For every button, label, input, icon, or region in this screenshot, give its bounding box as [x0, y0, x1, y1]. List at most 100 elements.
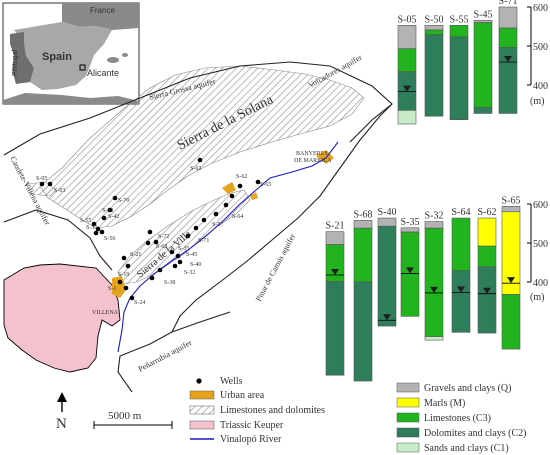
urban-villena — [112, 276, 126, 298]
well-label: S-24 — [134, 300, 145, 306]
well-label: S-64 — [232, 214, 243, 220]
column-label: S-71 — [499, 0, 518, 7]
column-label: S-62 — [478, 207, 497, 218]
well-label: S-05 — [36, 176, 47, 182]
well-point — [129, 295, 135, 301]
well-point — [169, 249, 175, 255]
well-point — [117, 279, 123, 285]
strat-legend-label: Limestones (C3) — [424, 413, 491, 424]
well-label: S-1 — [108, 286, 116, 292]
legend-limestone-swatch — [189, 405, 215, 415]
well-point — [213, 211, 219, 217]
vinalopo-river — [117, 141, 339, 353]
well-label: S-65 — [260, 182, 271, 188]
well-label: S-45 — [186, 252, 197, 258]
legend-river-label: Vinalopó River — [220, 434, 282, 445]
column-layer-dolomites — [473, 107, 493, 114]
well-label: S-71 — [198, 238, 209, 244]
well-point — [101, 215, 107, 221]
well-point — [193, 225, 199, 231]
well-point — [185, 233, 191, 239]
well-label: S-35 — [178, 246, 189, 252]
column-layer-dolomites — [353, 281, 373, 382]
strat-legend-swatch — [396, 397, 420, 408]
well-label: S-62 — [236, 174, 247, 180]
axis-unit: (m) — [530, 292, 544, 303]
well-point — [147, 229, 153, 235]
label-banyeres: DE MARIOLA — [294, 158, 332, 164]
column-label: S-45 — [474, 9, 493, 20]
column-layer-limestones — [451, 217, 471, 271]
spain-land — [14, 22, 112, 90]
inset-label-spain: Spain — [42, 51, 72, 63]
column-label: S-68 — [354, 209, 373, 220]
axis-tick-label: 500 — [533, 42, 548, 53]
axis-top: 600 500 400 (m) — [527, 3, 548, 107]
column-layer-gravels — [424, 221, 444, 229]
well-label: S-21 — [130, 252, 141, 258]
label-pinar: Pinar de Camús aquifer — [254, 232, 297, 303]
strat-legend-label: Marls (M) — [424, 398, 465, 409]
axis-tick-label: 500 — [533, 239, 548, 250]
column-layer-dolomites — [325, 281, 345, 376]
column-layer-marls — [477, 217, 497, 247]
column-layer-dolomites — [498, 47, 518, 114]
keuper-outcrop — [3, 263, 121, 373]
strat-legend-label: Dolomites and clays (C2) — [424, 428, 526, 439]
well-label: S-40 — [190, 262, 201, 268]
column-layer-limestones — [501, 294, 521, 350]
column-layer-limestones — [473, 22, 493, 108]
legend-limestone-label: Limestones and dolomites — [220, 405, 325, 416]
well-point — [197, 157, 203, 163]
well-point — [47, 181, 53, 187]
legend-urban-swatch — [189, 390, 215, 400]
column-label: S-21 — [326, 221, 345, 232]
scale-label: 5000 m — [108, 410, 142, 422]
well-point — [112, 195, 118, 201]
well-point — [237, 183, 243, 189]
column-layer-gravels — [501, 206, 521, 213]
scale-bar: 5000 m — [93, 410, 173, 429]
well-point — [39, 181, 45, 187]
column-layer-limestones — [353, 227, 373, 283]
column-layer-gravels — [424, 25, 444, 31]
well-point — [149, 275, 155, 281]
well-point — [107, 207, 113, 213]
strat-legend-swatch — [396, 382, 420, 393]
column-label: S-65 — [502, 195, 521, 206]
well-point — [255, 179, 261, 185]
column-layer-sands — [397, 110, 417, 125]
axis-tick-label: 600 — [533, 200, 548, 211]
column-label: S-05 — [398, 14, 417, 25]
well-label: S-57 — [212, 222, 223, 228]
well-point — [93, 230, 99, 236]
water-level-marker — [483, 287, 491, 294]
legend-keuper-label: Triassic Keuper — [220, 420, 284, 431]
africa-land — [3, 93, 139, 104]
column-layer-sands — [424, 336, 444, 341]
portugal-land — [10, 32, 34, 84]
strat-legend-swatch — [396, 442, 420, 453]
legend-keuper-swatch — [189, 420, 215, 430]
axis-bottom: 600 500 400 (m) — [527, 200, 548, 303]
stratigraphic-columns: S-05 S-50 S-55 S-45 S-71 S-21 S-68 S-40 S-35 S-32… — [325, 0, 521, 382]
column-layer-gravels — [397, 25, 417, 50]
well-label: S-50 — [102, 208, 113, 214]
aquifer-boundary — [3, 209, 113, 271]
strat-legend-label: Sands and clays (C1) — [424, 443, 509, 454]
well-point — [125, 263, 131, 269]
strat-legend-label: Gravels and clays (Q) — [424, 383, 511, 394]
axis-tick-label: 400 — [533, 278, 548, 289]
well-point — [177, 259, 183, 265]
map-legend: Wells Urban area Limestones and dolomite… — [189, 376, 325, 445]
legend-urban-label: Urban area — [220, 390, 265, 401]
well-point — [99, 229, 105, 235]
well-point — [229, 193, 235, 199]
water-level-marker — [406, 267, 414, 274]
column-layer-limestones — [424, 227, 444, 337]
urban-small — [250, 192, 258, 200]
strat-legend: Gravels and clays (Q) Marls (M) Limeston… — [396, 382, 526, 454]
inset-label-portugal: Portugal — [12, 49, 19, 76]
well-label: S-32 — [184, 270, 195, 276]
column-layer-limestones — [424, 29, 444, 35]
